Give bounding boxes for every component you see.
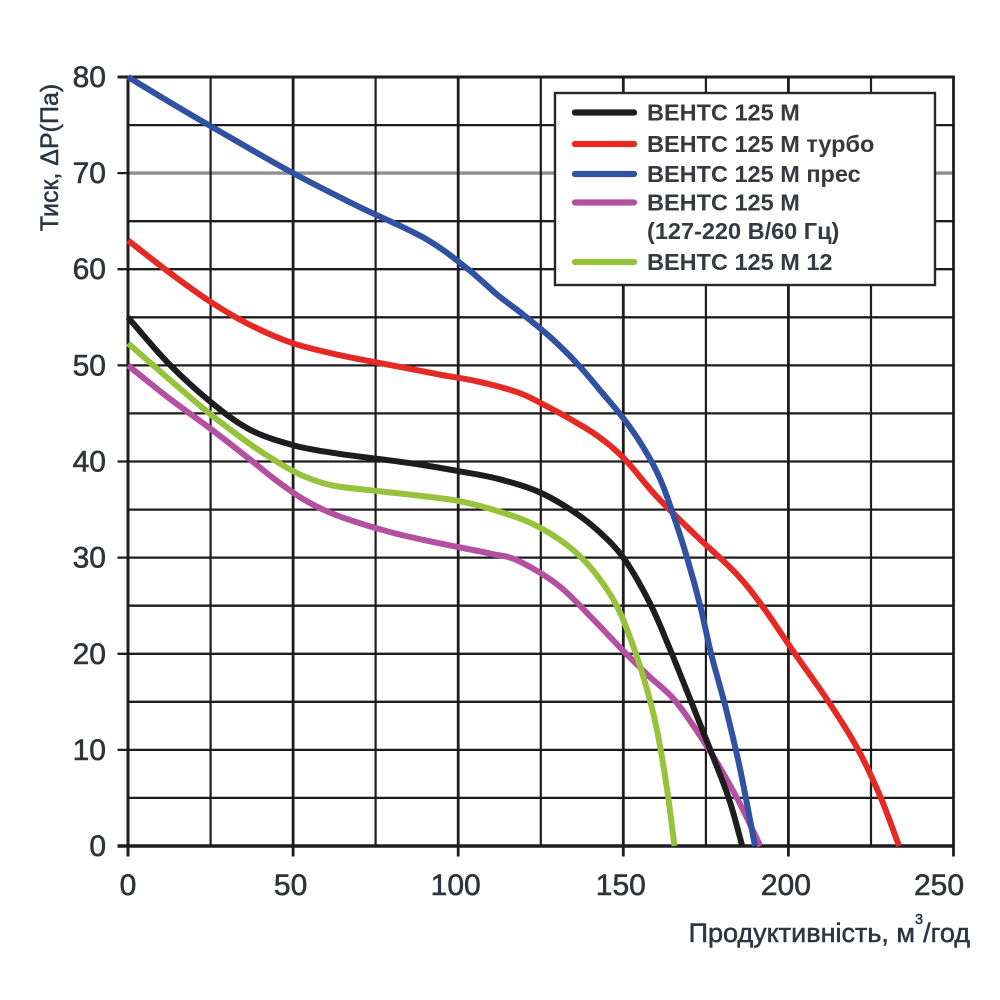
svg-text:ВЕНТС 125 М турбо: ВЕНТС 125 М турбо: [647, 131, 874, 157]
svg-text:80: 80: [73, 61, 106, 94]
svg-text:(127-220 В/60 Гц): (127-220 В/60 Гц): [647, 218, 839, 244]
svg-text:60: 60: [73, 253, 106, 286]
svg-text:10: 10: [73, 734, 106, 767]
svg-text:Тиск, ΔР(Па): Тиск, ΔР(Па): [36, 84, 64, 231]
svg-text:Продуктивність, м3/год: Продуктивність, м3/год: [689, 912, 971, 948]
svg-text:ВЕНТС 125 М 12: ВЕНТС 125 М 12: [647, 249, 832, 275]
svg-text:250: 250: [914, 869, 964, 902]
svg-text:0: 0: [120, 869, 137, 902]
svg-text:100: 100: [431, 869, 481, 902]
svg-text:20: 20: [73, 638, 106, 671]
svg-text:150: 150: [596, 869, 646, 902]
svg-text:ВЕНТС 125 М: ВЕНТС 125 М: [647, 100, 800, 126]
svg-text:ВЕНТС 125 М: ВЕНТС 125 М: [647, 190, 800, 216]
svg-text:30: 30: [73, 542, 106, 575]
svg-text:200: 200: [761, 869, 811, 902]
svg-text:50: 50: [274, 869, 307, 902]
svg-text:40: 40: [73, 446, 106, 479]
svg-text:50: 50: [73, 349, 106, 382]
svg-text:ВЕНТС 125 М прес: ВЕНТС 125 М прес: [647, 161, 861, 187]
svg-text:70: 70: [73, 157, 106, 190]
svg-text:0: 0: [89, 830, 106, 863]
